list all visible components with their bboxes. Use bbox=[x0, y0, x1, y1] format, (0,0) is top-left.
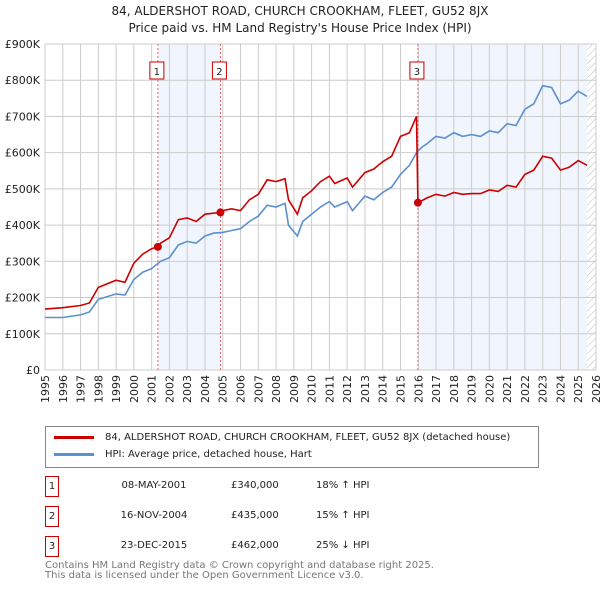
sale-label: 1 bbox=[154, 67, 160, 78]
x-tick-label: 2022 bbox=[519, 375, 532, 403]
y-tick-label: £900K bbox=[5, 38, 41, 51]
sale-marker: 1 bbox=[45, 476, 59, 497]
x-tick-label: 2013 bbox=[359, 375, 372, 403]
table-row: 3 23-DEC-2015 £462,000 25% ↓ HPI bbox=[45, 536, 545, 557]
x-tick-label: 2001 bbox=[146, 375, 159, 403]
x-tick-label: 2005 bbox=[217, 375, 230, 403]
legend-label-property: 84, ALDERSHOT ROAD, CHURCH CROOKHAM, FLE… bbox=[105, 432, 511, 443]
x-tick-label: 2006 bbox=[235, 375, 248, 403]
shaded-period bbox=[157, 44, 221, 370]
x-tick-label: 1995 bbox=[39, 375, 52, 403]
sale-label-box bbox=[149, 61, 165, 80]
x-tick-label: 2025 bbox=[572, 375, 585, 403]
y-tick-label: £800K bbox=[5, 74, 41, 87]
sale-marker: 3 bbox=[45, 536, 59, 557]
hpi-line bbox=[45, 84, 588, 319]
sale-point bbox=[216, 208, 225, 217]
x-tick-label: 2016 bbox=[412, 375, 425, 403]
legend-label-hpi: HPI: Average price, detached house, Hart bbox=[105, 449, 312, 460]
sale-marker: 2 bbox=[45, 506, 59, 527]
sale-label: 3 bbox=[414, 67, 420, 78]
legend: 84, ALDERSHOT ROAD, CHURCH CROOKHAM, FLE… bbox=[45, 426, 539, 468]
x-tick-label: 1997 bbox=[75, 375, 88, 403]
sale-point bbox=[153, 242, 162, 251]
y-tick-label: £400K bbox=[5, 219, 41, 232]
sale-label-box bbox=[211, 61, 227, 80]
x-tick-label: 2004 bbox=[199, 375, 212, 403]
sale-label-box bbox=[409, 61, 425, 80]
sale-price: £435,000 bbox=[231, 510, 279, 521]
x-tick-label: 2000 bbox=[128, 375, 141, 403]
legend-swatch-hpi bbox=[54, 453, 94, 456]
x-tick-label: 2018 bbox=[448, 375, 461, 403]
x-tick-label: 2019 bbox=[466, 375, 479, 403]
y-tick-label: £600K bbox=[5, 147, 41, 160]
x-tick-label: 2003 bbox=[181, 375, 194, 403]
plot-frame bbox=[44, 43, 597, 371]
x-tick-label: 2020 bbox=[483, 375, 496, 403]
sale-hpi-diff: 18% ↑ HPI bbox=[316, 480, 370, 491]
x-tick-label: 2002 bbox=[163, 375, 176, 403]
x-tick-label: 2009 bbox=[288, 375, 301, 403]
table-row: 2 16-NOV-2004 £435,000 15% ↑ HPI bbox=[45, 506, 545, 527]
y-tick-label: £200K bbox=[5, 292, 41, 305]
x-tick-label: 2023 bbox=[537, 375, 550, 403]
sale-label: 2 bbox=[216, 67, 222, 78]
x-tick-label: 2014 bbox=[377, 375, 390, 403]
x-tick-label: 2007 bbox=[252, 375, 265, 403]
footer-copyright: Contains HM Land Registry data © Crown c… bbox=[45, 560, 434, 571]
x-tick-label: 2008 bbox=[270, 375, 283, 403]
sale-date: 23-DEC-2015 bbox=[120, 540, 188, 551]
chart-subtitle: Price paid vs. HM Land Registry's House … bbox=[128, 21, 472, 35]
shaded-period bbox=[417, 44, 588, 370]
forecast-hatch bbox=[587, 44, 596, 370]
x-tick-label: 1998 bbox=[92, 375, 105, 403]
sale-price: £340,000 bbox=[231, 480, 279, 491]
y-tick-label: £300K bbox=[5, 255, 41, 268]
x-tick-label: 2026 bbox=[590, 375, 600, 403]
y-tick-label: £700K bbox=[5, 110, 41, 123]
x-tick-label: 2010 bbox=[306, 375, 319, 403]
x-tick-label: 2012 bbox=[341, 375, 354, 403]
footer: Contains HM Land Registry data © Crown c… bbox=[45, 561, 434, 581]
sale-date: 16-NOV-2004 bbox=[120, 510, 188, 521]
x-tick-label: 2011 bbox=[323, 375, 336, 403]
sale-hpi-diff: 25% ↓ HPI bbox=[316, 540, 370, 551]
x-tick-label: 1999 bbox=[110, 375, 123, 403]
sale-price: £462,000 bbox=[231, 540, 279, 551]
y-tick-label: £500K bbox=[5, 183, 41, 196]
y-tick-label: £0 bbox=[26, 364, 40, 377]
x-tick-label: 2015 bbox=[394, 375, 407, 403]
x-tick-label: 2021 bbox=[501, 375, 514, 403]
sale-date: 08-MAY-2001 bbox=[121, 480, 187, 491]
x-tick-label: 2024 bbox=[554, 375, 567, 403]
sale-hpi-diff: 15% ↑ HPI bbox=[316, 510, 370, 521]
price-chart: 1995 1996 1997 1998 1999 2000 2001 2002 2003 2004… bbox=[5, 38, 600, 403]
chart-title: 84, ALDERSHOT ROAD, CHURCH CROOKHAM, FLE… bbox=[111, 4, 489, 18]
x-tick-label: 2017 bbox=[430, 375, 443, 403]
x-tick-label: 1996 bbox=[57, 375, 70, 403]
table-row: 1 08-MAY-2001 £340,000 18% ↑ HPI bbox=[45, 476, 545, 497]
sale-point bbox=[413, 198, 422, 207]
footer-licence: This data is licensed under the Open Gov… bbox=[45, 570, 364, 581]
y-tick-label: £100K bbox=[5, 328, 41, 341]
legend-swatch-property bbox=[54, 436, 94, 439]
